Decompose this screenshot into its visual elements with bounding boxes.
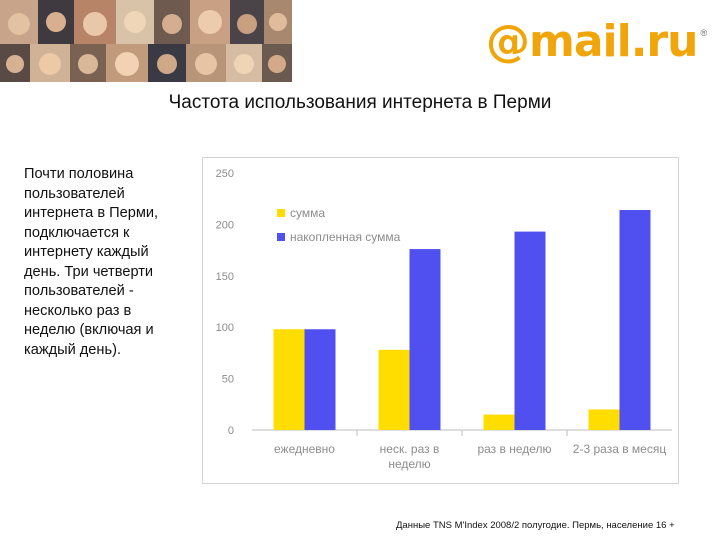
- bars: [273, 210, 651, 430]
- x-category-label: ежедневно: [274, 442, 335, 456]
- x-category-label: неск. раз в неделю: [380, 442, 440, 471]
- people-photo-collage: [0, 0, 292, 82]
- x-category-label: 2-3 раза в месяц: [573, 442, 667, 456]
- side-description: Почти половина пользователей интернета в…: [24, 166, 159, 358]
- bar-cumulative-sum: [514, 231, 546, 430]
- bar-cumulative-sum: [409, 249, 441, 430]
- bar-sum: [483, 414, 515, 430]
- y-tick-label: 50: [222, 374, 234, 386]
- x-axis-separators: [356, 430, 568, 436]
- header-banner: @mail.ru ®: [0, 0, 720, 82]
- slide-title: Частота использования интернета в Перми: [168, 92, 552, 113]
- legend-swatch: [277, 233, 285, 241]
- mail-ru-logo[interactable]: @mail.ru ®: [486, 14, 707, 70]
- legend-swatch: [277, 209, 285, 217]
- bar-sum: [588, 409, 620, 430]
- chart-legend: сумма накопленная сумма: [277, 206, 401, 244]
- y-tick-label: 100: [216, 322, 234, 334]
- bar-sum: [378, 349, 410, 430]
- bar-cumulative-sum: [619, 210, 651, 430]
- y-tick-label: 250: [216, 168, 234, 180]
- bar-chart: 0 50 100 150 200 250 ежедневно неск. раз в неде…: [202, 157, 679, 484]
- legend-label: сумма: [290, 206, 325, 220]
- registered-mark: ®: [700, 28, 708, 38]
- y-tick-label: 200: [216, 219, 234, 231]
- y-axis-ticks: 0 50 100 150 200 250: [216, 168, 234, 437]
- footer-source: Данные TNS M'Index 2008/2 полугодие. Пер…: [396, 520, 675, 531]
- legend-label: накопленная сумма: [290, 230, 401, 244]
- y-tick-label: 0: [228, 425, 234, 437]
- bar-cumulative-sum: [304, 329, 336, 430]
- x-axis-labels: ежедневно неск. раз в неделю раз в неделю 2-…: [274, 442, 666, 471]
- bar-sum: [273, 329, 305, 430]
- y-tick-label: 150: [216, 271, 234, 283]
- x-category-label: раз в неделю: [477, 442, 551, 456]
- logo-text: @mail.ru: [486, 16, 698, 67]
